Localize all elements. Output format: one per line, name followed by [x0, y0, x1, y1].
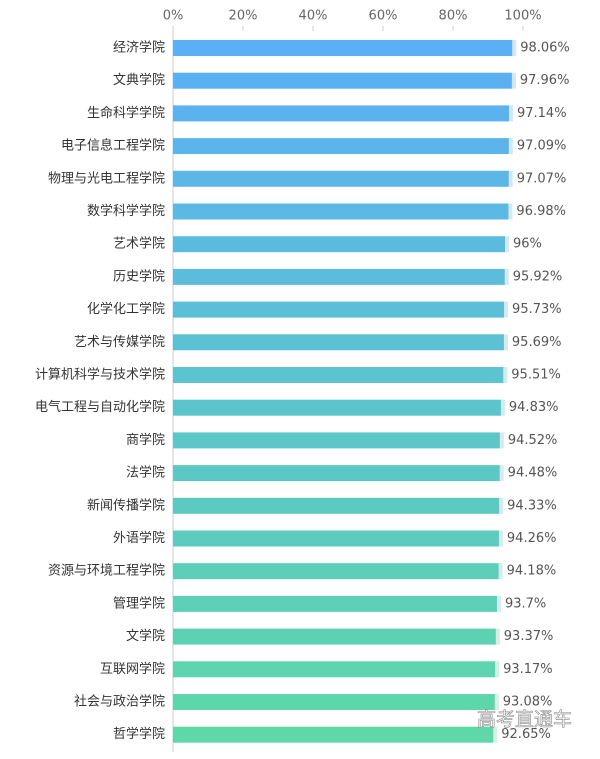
bar: [173, 465, 504, 482]
bar: [173, 661, 500, 678]
y-tick-label: 哲学学院: [113, 726, 165, 742]
label-bg: [508, 104, 559, 123]
value-label: 92.65%: [501, 727, 551, 742]
value-label: 96%: [513, 237, 542, 252]
bar: [173, 301, 509, 318]
y-tick-label: 资源与环境工程学院: [48, 563, 165, 579]
value-label: 93.17%: [503, 662, 553, 677]
x-tick-label: 20%: [229, 9, 258, 24]
label-bg: [493, 725, 544, 744]
value-label: 95.51%: [511, 368, 561, 383]
value-label: 94.33%: [507, 498, 557, 513]
y-tick-label: 商学院: [126, 432, 165, 448]
bar: [173, 268, 509, 285]
y-tick-label: 互联网学院: [100, 661, 165, 677]
label-bg: [503, 366, 554, 384]
y-tick-label: 物理与光电工程学院: [48, 170, 165, 186]
label-bg: [511, 71, 562, 90]
y-tick-label: 艺术与传媒学院: [74, 334, 165, 350]
bar: [173, 694, 499, 710]
value-label: 93.37%: [504, 629, 554, 644]
value-label: 97.07%: [517, 171, 567, 186]
label-bg: [504, 300, 555, 319]
value-label: 97.14%: [517, 106, 567, 121]
label-bg: [508, 169, 559, 188]
bar: [173, 138, 513, 155]
value-label: 98.06%: [520, 41, 570, 56]
bar: [173, 628, 500, 645]
value-label: 94.52%: [508, 433, 558, 448]
y-tick-label: 社会与政治学院: [74, 694, 165, 710]
label-bg: [504, 267, 555, 286]
watermark: 高考直通车: [477, 709, 572, 731]
label-bg: [498, 562, 549, 581]
label-bg: [512, 39, 563, 57]
label-bg: [499, 431, 550, 450]
label-bg: [495, 627, 546, 646]
label-bg: [508, 137, 559, 156]
value-label: 95.73%: [512, 302, 562, 317]
y-tick-label: 外语学院: [113, 530, 165, 546]
bar: [173, 595, 501, 612]
label-bg: [508, 202, 559, 221]
value-label: 95.92%: [513, 269, 563, 284]
y-tick-label: 历史学院: [113, 268, 165, 284]
bar: [173, 563, 503, 580]
y-tick-label: 电气工程与自动化学院: [35, 399, 165, 415]
y-tick-label: 数学科学学院: [87, 203, 165, 219]
bar: [173, 726, 498, 743]
label-bg: [505, 235, 555, 254]
value-label: 94.26%: [507, 531, 557, 546]
y-tick-label: 新闻传播学院: [87, 497, 165, 513]
y-tick-label: 文学院: [126, 628, 165, 644]
y-tick-label: 化学化工学院: [87, 301, 165, 317]
x-tick-label: 0%: [163, 9, 184, 24]
label-bg: [499, 464, 550, 483]
x-tick-label: 40%: [299, 9, 328, 24]
bar: [173, 105, 513, 122]
label-bg: [496, 594, 547, 613]
y-tick-label: 文典学院: [113, 72, 165, 88]
y-tick-label: 艺术学院: [113, 236, 165, 252]
value-label: 97.09%: [517, 139, 567, 154]
value-label: 97.96%: [520, 73, 570, 88]
value-label: 94.48%: [508, 466, 558, 481]
bar: [173, 399, 505, 416]
value-label: 96.98%: [516, 204, 566, 219]
label-bg: [495, 660, 546, 679]
value-label: 95.69%: [512, 335, 562, 350]
bar: [173, 530, 503, 547]
y-tick-label: 法学院: [126, 465, 165, 481]
y-tick-label: 电子信息工程学院: [61, 138, 165, 154]
y-tick-label: 经济学院: [113, 40, 165, 56]
y-tick-label: 计算机科学与技术学院: [35, 367, 165, 383]
bar: [173, 236, 509, 253]
label-bg: [498, 529, 549, 548]
label-bg: [499, 496, 550, 515]
value-label: 93.08%: [503, 695, 553, 710]
x-tick-label: 100%: [504, 9, 541, 24]
bar: [173, 203, 513, 220]
bar: [173, 72, 516, 89]
bar: [173, 334, 508, 351]
value-label: 94.83%: [509, 400, 559, 415]
label-bg: [494, 693, 545, 711]
x-tick-label: 80%: [439, 9, 468, 24]
label-bg: [500, 398, 551, 417]
bar: [173, 170, 513, 187]
bar: [173, 40, 517, 56]
bar: [173, 367, 508, 383]
value-label: 94.18%: [507, 564, 557, 579]
value-label: 93.7%: [505, 596, 546, 611]
bar: [173, 432, 504, 449]
y-tick-label: 生命科学学院: [87, 105, 165, 121]
label-bg: [503, 333, 554, 352]
y-tick-label: 管理学院: [113, 595, 165, 611]
x-tick-label: 60%: [369, 9, 398, 24]
bar: [173, 497, 504, 514]
